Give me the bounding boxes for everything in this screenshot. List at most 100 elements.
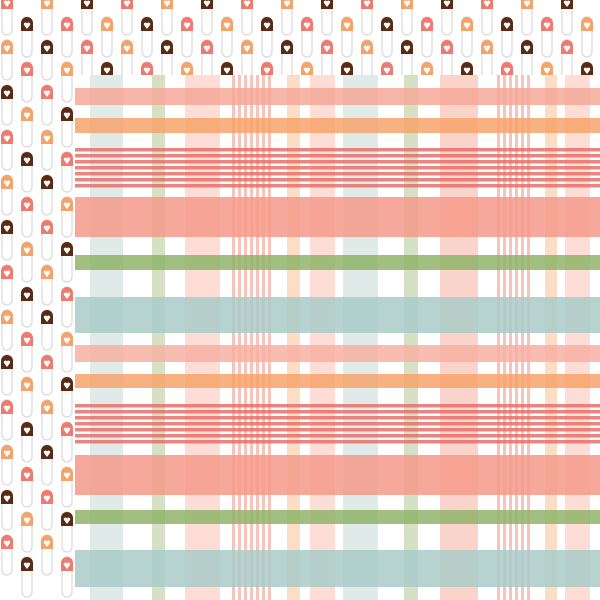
safety-pin <box>21 466 33 508</box>
horizontal-band <box>75 148 600 188</box>
safety-pin <box>141 16 153 58</box>
stripe <box>75 410 600 414</box>
safety-pin <box>21 421 33 463</box>
safety-pin <box>161 0 173 36</box>
safety-pin <box>61 61 73 103</box>
stripe <box>497 75 500 600</box>
horizontal-band <box>75 510 600 524</box>
heart-icon <box>583 67 591 74</box>
horizontal-band <box>75 297 600 333</box>
heart-icon <box>23 382 31 389</box>
heart-icon <box>63 157 71 164</box>
heart-icon <box>443 45 451 52</box>
safety-pin <box>61 16 73 58</box>
safety-pin <box>61 421 73 463</box>
heart-icon <box>483 0 491 8</box>
safety-pin <box>41 309 53 351</box>
horizontal-band <box>75 118 600 133</box>
heart-icon <box>43 450 51 457</box>
safety-pin <box>201 0 213 36</box>
safety-pin <box>181 16 193 58</box>
safety-pin <box>21 556 33 598</box>
heart-icon <box>23 67 31 74</box>
safety-pin <box>441 39 453 81</box>
heart-icon <box>363 0 371 7</box>
heart-icon <box>303 22 311 29</box>
safety-pin <box>21 511 33 553</box>
heart-icon <box>3 180 11 187</box>
heart-icon <box>123 0 131 7</box>
stripe <box>75 422 600 426</box>
heart-icon <box>143 67 151 74</box>
heart-icon <box>3 135 11 142</box>
heart-icon <box>583 22 591 29</box>
safety-pin <box>101 16 113 58</box>
safety-pin <box>1 489 13 531</box>
safety-pin <box>221 16 233 58</box>
safety-pin <box>61 151 73 193</box>
safety-pin <box>41 399 53 441</box>
safety-pin <box>481 0 493 36</box>
stripe <box>75 166 600 170</box>
stripe <box>515 75 518 600</box>
heart-icon <box>43 180 51 187</box>
safety-pin <box>421 16 433 58</box>
horizontal-band <box>75 404 600 444</box>
heart-icon <box>23 112 31 119</box>
horizontal-band <box>75 255 600 270</box>
heart-icon <box>163 45 171 52</box>
horizontal-band <box>75 88 600 105</box>
heart-icon <box>503 67 511 74</box>
heart-icon <box>263 22 271 29</box>
horizontal-band <box>75 550 600 587</box>
heart-icon <box>43 90 51 97</box>
safety-pin <box>1 0 13 36</box>
safety-pin <box>41 0 53 36</box>
safety-pin <box>1 84 13 126</box>
safety-pin <box>61 241 73 283</box>
heart-icon <box>563 45 571 52</box>
heart-icon <box>563 0 571 8</box>
heart-icon <box>423 22 431 29</box>
safety-pin <box>21 151 33 193</box>
heart-icon <box>23 157 31 164</box>
heart-icon <box>63 472 71 479</box>
heart-icon <box>203 45 211 52</box>
heart-icon <box>63 382 71 389</box>
stripe <box>509 75 512 600</box>
heart-icon <box>63 427 71 434</box>
safety-pin <box>1 219 13 261</box>
safety-pin <box>61 556 73 598</box>
stripe <box>75 434 600 438</box>
heart-icon <box>423 67 431 74</box>
safety-pin <box>501 16 513 58</box>
safety-pin <box>281 0 293 36</box>
heart-icon <box>203 0 211 8</box>
stripe <box>75 148 600 152</box>
safety-pin <box>521 39 533 81</box>
heart-icon <box>23 292 31 299</box>
heart-icon <box>23 247 31 254</box>
heart-icon <box>63 337 71 344</box>
heart-icon <box>303 67 311 74</box>
heart-icon <box>363 45 371 52</box>
heart-icon <box>263 67 271 74</box>
heart-icon <box>323 0 331 7</box>
safety-pin <box>21 16 33 58</box>
heart-icon <box>3 45 11 52</box>
heart-icon <box>23 562 31 569</box>
heart-icon <box>223 22 231 29</box>
stripe <box>262 75 265 600</box>
heart-icon <box>43 45 51 52</box>
heart-icon <box>443 0 451 7</box>
horizontal-band <box>75 345 600 362</box>
heart-icon <box>63 67 71 74</box>
safety-pin <box>41 174 53 216</box>
heart-icon <box>503 22 511 29</box>
safety-pin <box>561 0 573 36</box>
heart-icon <box>523 45 531 52</box>
safety-pin <box>41 219 53 261</box>
heart-icon <box>23 427 31 434</box>
heart-icon <box>23 517 31 524</box>
